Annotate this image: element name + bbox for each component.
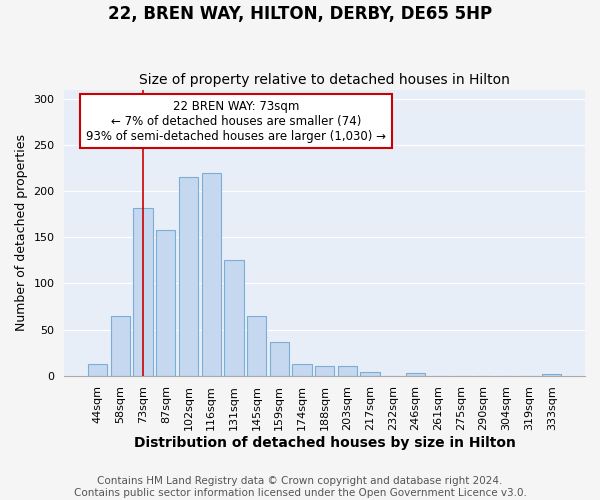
Bar xyxy=(156,230,175,376)
Title: Size of property relative to detached houses in Hilton: Size of property relative to detached ho… xyxy=(139,73,510,87)
Bar xyxy=(338,366,357,376)
Text: 22, BREN WAY, HILTON, DERBY, DE65 5HP: 22, BREN WAY, HILTON, DERBY, DE65 5HP xyxy=(108,5,492,23)
Bar xyxy=(315,366,334,376)
Bar xyxy=(361,372,380,376)
Bar xyxy=(88,364,107,376)
Text: 22 BREN WAY: 73sqm
← 7% of detached houses are smaller (74)
93% of semi-detached: 22 BREN WAY: 73sqm ← 7% of detached hous… xyxy=(86,100,386,142)
X-axis label: Distribution of detached houses by size in Hilton: Distribution of detached houses by size … xyxy=(134,436,515,450)
Bar xyxy=(202,172,221,376)
Bar xyxy=(542,374,562,376)
Bar xyxy=(406,373,425,376)
Bar xyxy=(292,364,311,376)
Bar xyxy=(224,260,244,376)
Bar xyxy=(247,316,266,376)
Bar xyxy=(111,316,130,376)
Bar xyxy=(133,208,153,376)
Bar xyxy=(269,342,289,376)
Text: Contains HM Land Registry data © Crown copyright and database right 2024.
Contai: Contains HM Land Registry data © Crown c… xyxy=(74,476,526,498)
Bar xyxy=(179,178,198,376)
Y-axis label: Number of detached properties: Number of detached properties xyxy=(15,134,28,331)
